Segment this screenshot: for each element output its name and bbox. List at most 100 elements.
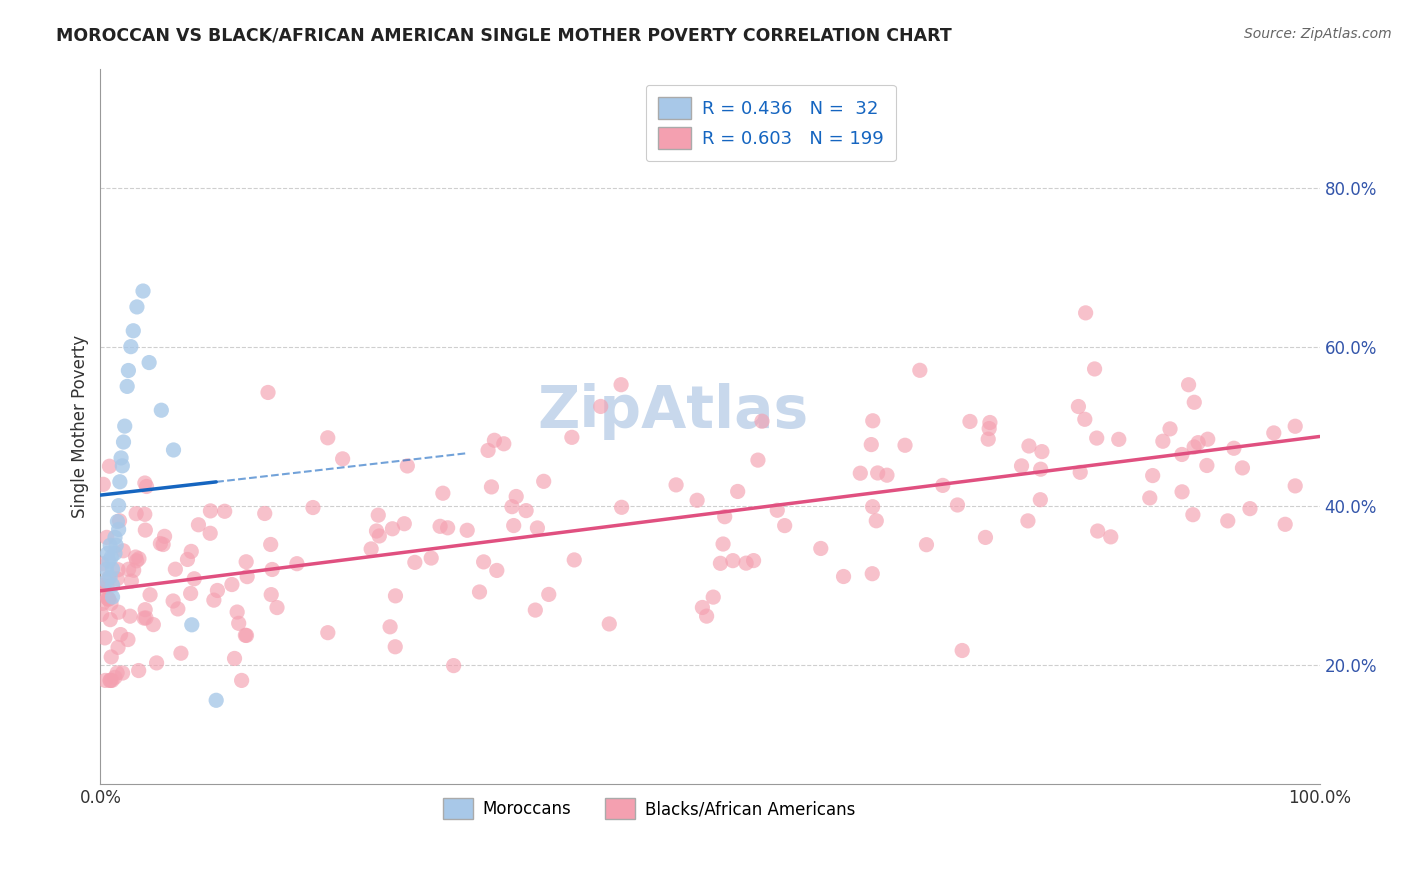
- Blacks/African Americans: [979, 421, 1001, 435]
- Blacks/African Americans: [98, 613, 121, 627]
- Blacks/African Americans: [1284, 479, 1306, 493]
- Blacks/African Americans: [692, 600, 714, 615]
- Blacks/African Americans: [727, 484, 749, 499]
- Blacks/African Americans: [91, 557, 114, 571]
- Blacks/African Americans: [107, 640, 129, 655]
- Blacks/African Americans: [1011, 458, 1033, 473]
- Blacks/African Americans: [766, 503, 789, 517]
- Blacks/African Americans: [366, 524, 388, 538]
- Blacks/African Americans: [468, 585, 491, 599]
- Blacks/African Americans: [1152, 434, 1174, 449]
- Blacks/African Americans: [1177, 377, 1199, 392]
- Blacks/African Americans: [1099, 530, 1122, 544]
- Blacks/African Americans: [1085, 431, 1108, 445]
- Blacks/African Americans: [125, 507, 148, 521]
- Blacks/African Americans: [598, 616, 620, 631]
- Moroccans: [120, 340, 142, 354]
- Moroccans: [205, 693, 228, 707]
- Blacks/African Americans: [974, 530, 997, 544]
- Blacks/African Americans: [134, 602, 156, 616]
- Blacks/African Americans: [589, 400, 612, 414]
- Blacks/African Americans: [176, 552, 198, 566]
- Blacks/African Americans: [235, 555, 257, 569]
- Blacks/African Americans: [702, 590, 724, 604]
- Moroccans: [98, 570, 121, 584]
- Blacks/African Americans: [524, 603, 547, 617]
- Blacks/African Americans: [481, 480, 503, 494]
- Blacks/African Americans: [1018, 439, 1040, 453]
- Blacks/African Americans: [515, 503, 537, 517]
- Blacks/African Americans: [118, 609, 141, 624]
- Blacks/African Americans: [1195, 458, 1218, 473]
- Blacks/African Americans: [429, 519, 451, 533]
- Blacks/African Americans: [122, 563, 145, 577]
- Blacks/African Americans: [145, 656, 167, 670]
- Blacks/African Americans: [135, 479, 157, 493]
- Blacks/African Americans: [98, 673, 121, 688]
- Blacks/African Americans: [832, 569, 855, 583]
- Blacks/African Americans: [1139, 491, 1161, 505]
- Blacks/African Americans: [202, 593, 225, 607]
- Moroccans: [180, 617, 202, 632]
- Blacks/African Americans: [1029, 492, 1052, 507]
- Blacks/African Americans: [1181, 508, 1204, 522]
- Blacks/African Americans: [139, 588, 162, 602]
- Moroccans: [117, 363, 139, 377]
- Blacks/African Americans: [977, 432, 1000, 446]
- Blacks/African Americans: [561, 430, 583, 444]
- Blacks/African Americans: [1067, 400, 1090, 414]
- Blacks/African Americans: [101, 673, 124, 688]
- Blacks/African Americans: [1216, 514, 1239, 528]
- Blacks/African Americans: [865, 514, 887, 528]
- Blacks/African Americans: [477, 443, 499, 458]
- Blacks/African Americans: [610, 377, 633, 392]
- Blacks/African Americans: [91, 477, 114, 491]
- Blacks/African Americans: [128, 551, 150, 566]
- Blacks/African Americans: [1087, 524, 1109, 538]
- Blacks/African Americans: [117, 562, 139, 576]
- Blacks/African Americans: [316, 431, 339, 445]
- Blacks/African Americans: [221, 577, 243, 591]
- Blacks/African Americans: [117, 632, 139, 647]
- Blacks/African Americans: [908, 363, 931, 377]
- Blacks/African Americans: [849, 466, 872, 480]
- Blacks/African Americans: [381, 522, 404, 536]
- Blacks/African Americans: [94, 631, 117, 645]
- Blacks/African Americans: [149, 536, 172, 550]
- Moroccans: [111, 458, 134, 473]
- Blacks/African Americans: [200, 504, 222, 518]
- Moroccans: [162, 442, 184, 457]
- Blacks/African Americans: [1239, 501, 1261, 516]
- Blacks/African Americans: [860, 437, 883, 451]
- Blacks/African Americans: [378, 620, 401, 634]
- Text: MOROCCAN VS BLACK/AFRICAN AMERICAN SINGLE MOTHER POVERTY CORRELATION CHART: MOROCCAN VS BLACK/AFRICAN AMERICAN SINGL…: [56, 27, 952, 45]
- Blacks/African Americans: [751, 414, 773, 428]
- Y-axis label: Single Mother Poverty: Single Mother Poverty: [72, 334, 89, 517]
- Blacks/African Americans: [1223, 442, 1246, 456]
- Blacks/African Americans: [696, 609, 718, 624]
- Blacks/African Americans: [224, 651, 246, 665]
- Blacks/African Americans: [432, 486, 454, 500]
- Legend: Moroccans, Blacks/African Americans: Moroccans, Blacks/African Americans: [436, 792, 862, 825]
- Blacks/African Americans: [96, 580, 118, 594]
- Blacks/African Americans: [165, 562, 187, 576]
- Blacks/African Americans: [135, 611, 157, 625]
- Moroccans: [105, 538, 128, 552]
- Blacks/African Americans: [472, 555, 495, 569]
- Blacks/African Americans: [709, 557, 731, 571]
- Blacks/African Americans: [1074, 306, 1097, 320]
- Blacks/African Americans: [125, 554, 148, 568]
- Moroccans: [107, 499, 129, 513]
- Blacks/African Americans: [665, 478, 688, 492]
- Blacks/African Americans: [562, 553, 585, 567]
- Blacks/African Americans: [207, 583, 229, 598]
- Blacks/African Americans: [153, 529, 176, 543]
- Moroccans: [98, 538, 121, 552]
- Blacks/African Americans: [915, 538, 938, 552]
- Blacks/African Americans: [1171, 484, 1194, 499]
- Blacks/African Americans: [711, 537, 734, 551]
- Blacks/African Americans: [285, 557, 308, 571]
- Moroccans: [114, 419, 136, 434]
- Moroccans: [150, 403, 173, 417]
- Blacks/African Americans: [134, 508, 156, 522]
